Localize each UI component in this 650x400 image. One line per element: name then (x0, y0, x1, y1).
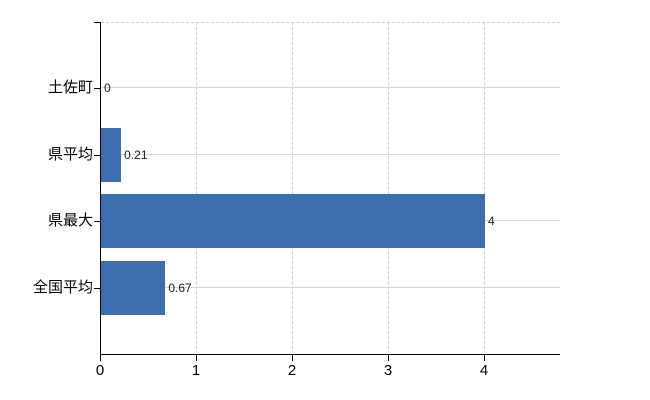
bar (101, 260, 166, 315)
x-axis-tick (292, 354, 293, 361)
gridline-horizontal (101, 87, 560, 89)
gridline-vertical (196, 22, 197, 354)
x-tick-label: 3 (383, 362, 393, 379)
plot-top-border (101, 22, 560, 23)
category-label: 県平均 (47, 145, 93, 163)
y-axis-tick (94, 154, 101, 156)
gridline-horizontal (101, 153, 560, 155)
x-axis-tick (196, 354, 197, 361)
value-label: 0.21 (124, 147, 148, 162)
value-label: 0.67 (168, 280, 192, 295)
category-label: 土佐町 (47, 79, 93, 97)
bar (101, 127, 122, 182)
x-tick-label: 2 (287, 362, 297, 379)
x-axis-tick (484, 354, 485, 361)
x-axis-tick (100, 354, 101, 361)
y-axis-end-tick (94, 22, 101, 23)
plot-area: 0 0.21 4 0.67 (100, 22, 560, 355)
gridline-horizontal (101, 286, 560, 288)
y-axis-tick (94, 287, 101, 289)
gridline-vertical (388, 22, 389, 354)
category-label: 県最大 (47, 212, 93, 230)
gridline-vertical (484, 22, 485, 354)
x-tick-label: 0 (95, 362, 105, 379)
x-tick-label: 4 (479, 362, 489, 379)
x-tick-label: 1 (191, 362, 201, 379)
category-label: 全国平均 (32, 278, 93, 296)
bar (101, 194, 485, 249)
x-axis-tick (388, 354, 389, 361)
value-label: 4 (488, 214, 495, 229)
gridline-vertical (292, 22, 293, 354)
value-label: 0 (104, 81, 111, 96)
y-axis-tick (94, 88, 101, 90)
y-axis-tick (94, 221, 101, 223)
